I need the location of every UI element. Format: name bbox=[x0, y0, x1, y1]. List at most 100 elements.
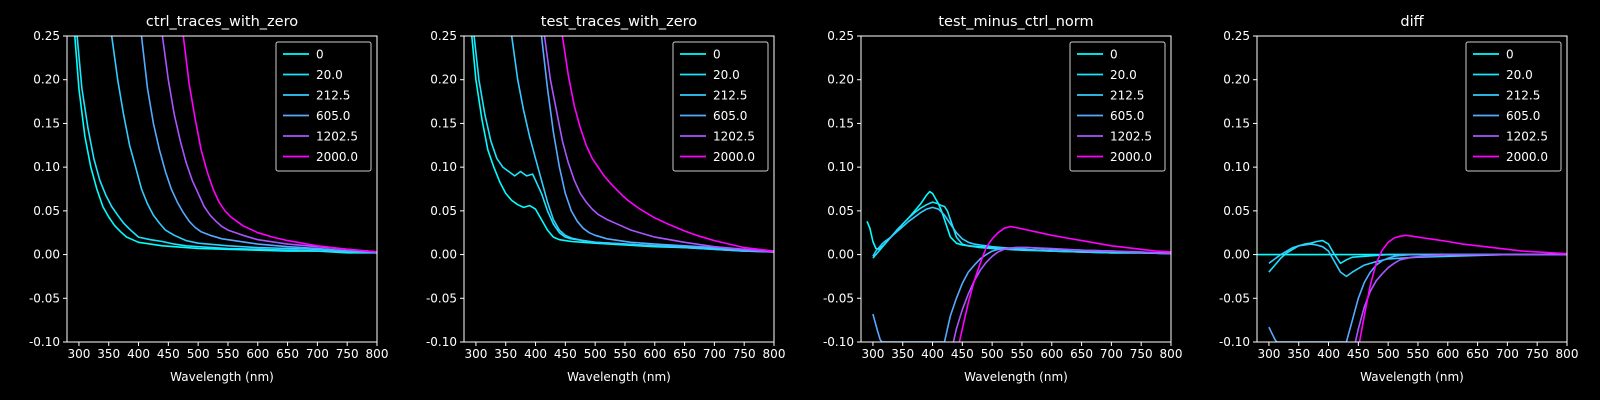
x-tick-label: 750 bbox=[336, 347, 359, 361]
x-tick-label: 350 bbox=[97, 347, 120, 361]
legend-label: 2000.0 bbox=[713, 150, 755, 164]
x-tick-label: 400 bbox=[921, 347, 944, 361]
x-tick-label: 650 bbox=[1070, 347, 1093, 361]
legend-label: 1202.5 bbox=[316, 130, 358, 144]
legend-label: 1202.5 bbox=[1110, 130, 1152, 144]
chart-title: diff bbox=[1400, 14, 1424, 30]
x-tick-label: 800 bbox=[1160, 347, 1183, 361]
x-tick-label: 750 bbox=[733, 347, 756, 361]
x-tick-label: 550 bbox=[614, 347, 637, 361]
legend-label: 20.0 bbox=[316, 68, 343, 82]
x-axis-label: Wavelength (nm) bbox=[567, 370, 671, 384]
series-line-212.5 bbox=[510, 36, 774, 253]
y-tick-label: 0.20 bbox=[430, 73, 457, 87]
y-tick-label: -0.10 bbox=[29, 335, 60, 349]
x-tick-label: 500 bbox=[1377, 347, 1400, 361]
series-line-605.0 bbox=[872, 246, 1171, 342]
y-tick-label: 0.20 bbox=[827, 73, 854, 87]
x-tick-label: 550 bbox=[1011, 347, 1034, 361]
series-line-2000.0 bbox=[561, 36, 774, 252]
series-line-0 bbox=[471, 36, 774, 253]
series-line-2000.0 bbox=[958, 225, 1171, 342]
series-line-0 bbox=[866, 190, 1171, 254]
legend-label: 20.0 bbox=[1110, 68, 1137, 82]
y-tick-label: 0.10 bbox=[827, 160, 854, 174]
legend-label: 605.0 bbox=[1110, 109, 1144, 123]
x-tick-label: 450 bbox=[157, 347, 180, 361]
y-tick-label: 0.10 bbox=[33, 160, 60, 174]
series-line-1202.5 bbox=[543, 36, 774, 253]
y-tick-label: 0.05 bbox=[33, 204, 60, 218]
legend-label: 2000.0 bbox=[1506, 150, 1548, 164]
legend-label: 20.0 bbox=[713, 68, 740, 82]
series-line-212.5 bbox=[1268, 243, 1567, 278]
legend-label: 212.5 bbox=[316, 89, 350, 103]
x-tick-label: 350 bbox=[494, 347, 517, 361]
y-tick-label: 0.05 bbox=[430, 204, 457, 218]
x-tick-label: 300 bbox=[1257, 347, 1280, 361]
series-line-212.5 bbox=[872, 206, 1171, 257]
series-line-605.0 bbox=[140, 36, 377, 254]
x-tick-label: 800 bbox=[1556, 347, 1579, 361]
y-tick-label: -0.05 bbox=[1219, 291, 1250, 305]
series-line-20.0 bbox=[76, 36, 377, 254]
x-tick-label: 400 bbox=[127, 347, 150, 361]
y-tick-label: -0.05 bbox=[426, 291, 457, 305]
legend-label: 2000.0 bbox=[316, 150, 358, 164]
legend-label: 0 bbox=[316, 48, 324, 62]
x-tick-label: 500 bbox=[981, 347, 1004, 361]
y-tick-label: 0.25 bbox=[33, 29, 60, 43]
legend-label: 0 bbox=[713, 48, 721, 62]
x-tick-label: 550 bbox=[217, 347, 240, 361]
x-tick-label: 700 bbox=[306, 347, 329, 361]
y-tick-label: 0.05 bbox=[827, 204, 854, 218]
y-tick-label: 0.10 bbox=[430, 160, 457, 174]
x-tick-label: 800 bbox=[763, 347, 786, 361]
legend: 0 20.0 212.5 605.0 1202.5 2000.0 bbox=[1465, 41, 1562, 172]
x-tick-label: 650 bbox=[1466, 347, 1489, 361]
x-tick-label: 350 bbox=[1287, 347, 1310, 361]
legend-label: 0 bbox=[1110, 48, 1118, 62]
x-tick-label: 300 bbox=[861, 347, 884, 361]
legend: 0 20.0 212.5 605.0 1202.5 2000.0 bbox=[672, 41, 769, 172]
y-tick-label: 0.25 bbox=[827, 29, 854, 43]
x-tick-label: 400 bbox=[1317, 347, 1340, 361]
axes-frame bbox=[463, 35, 775, 343]
series-line-2000.0 bbox=[1358, 234, 1567, 342]
x-tick-label: 650 bbox=[276, 347, 299, 361]
y-tick-label: 0.00 bbox=[1223, 248, 1250, 262]
axes-frame bbox=[66, 35, 378, 343]
series-line-212.5 bbox=[110, 36, 377, 254]
chart-panel-1: 300 350 400 450 500 550 600 650 700 750 800 -0.10 -0… bbox=[29, 14, 389, 384]
x-axis-label: Wavelength (nm) bbox=[964, 370, 1068, 384]
x-tick-label: 600 bbox=[1040, 347, 1063, 361]
x-tick-label: 550 bbox=[1407, 347, 1430, 361]
y-tick-label: 0.15 bbox=[827, 116, 854, 130]
x-tick-label: 600 bbox=[1436, 347, 1459, 361]
x-tick-label: 600 bbox=[246, 347, 269, 361]
y-tick-label: 0.00 bbox=[827, 248, 854, 262]
y-tick-label: 0.20 bbox=[1223, 73, 1250, 87]
y-tick-label: -0.10 bbox=[426, 335, 457, 349]
legend-label: 2000.0 bbox=[1110, 150, 1152, 164]
x-tick-label: 700 bbox=[1100, 347, 1123, 361]
chart-title: test_traces_with_zero bbox=[541, 14, 698, 30]
y-tick-label: -0.10 bbox=[1219, 335, 1250, 349]
series-line-605.0 bbox=[540, 36, 774, 253]
x-tick-label: 650 bbox=[673, 347, 696, 361]
x-tick-label: 700 bbox=[1496, 347, 1519, 361]
x-tick-label: 450 bbox=[951, 347, 974, 361]
x-tick-label: 750 bbox=[1130, 347, 1153, 361]
x-tick-label: 700 bbox=[703, 347, 726, 361]
legend: 0 20.0 212.5 605.0 1202.5 2000.0 bbox=[1069, 41, 1166, 172]
legend: 0 20.0 212.5 605.0 1202.5 2000.0 bbox=[275, 41, 372, 172]
x-tick-label: 300 bbox=[464, 347, 487, 361]
x-tick-label: 500 bbox=[187, 347, 210, 361]
series-line-1202.5 bbox=[161, 36, 377, 253]
legend-label: 212.5 bbox=[1506, 89, 1540, 103]
legend-label: 212.5 bbox=[713, 89, 747, 103]
y-tick-label: 0.25 bbox=[430, 29, 457, 43]
x-axis-label: Wavelength (nm) bbox=[170, 370, 274, 384]
chart-panel-3: 300 350 400 450 500 550 600 650 700 750 800 -0.10 -0… bbox=[823, 14, 1183, 384]
